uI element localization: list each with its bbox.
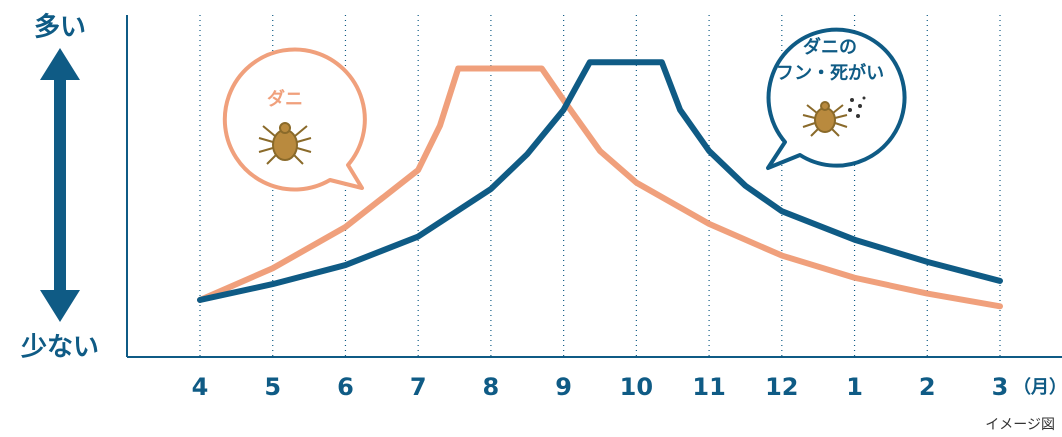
x-unit: （月） xyxy=(1013,377,1062,398)
x-tick-label: 3 xyxy=(992,373,1009,401)
x-tick-label: 7 xyxy=(410,373,427,401)
note: イメージ図 xyxy=(985,417,1055,433)
y-arrow xyxy=(40,48,80,322)
x-tick-label: 11 xyxy=(692,373,725,401)
bubble-mite xyxy=(222,47,367,192)
x-tick-label: 8 xyxy=(483,373,500,401)
x-tick-label: 9 xyxy=(555,373,572,401)
line-series xyxy=(197,59,1003,303)
x-tick-label: 2 xyxy=(919,373,936,401)
x-tick-label: 4 xyxy=(192,373,209,401)
y-label-top: 多い xyxy=(34,13,86,43)
bubble-label: フン・死がい xyxy=(776,62,884,84)
x-tick-label: 6 xyxy=(337,373,354,401)
y-label-bottom: 少ない xyxy=(20,333,99,363)
x-tick-label: 12 xyxy=(765,373,798,401)
x-tick-label: 1 xyxy=(846,373,863,401)
line-series xyxy=(197,65,1003,310)
x-tick-label: 10 xyxy=(620,373,653,401)
x-tick-label: 5 xyxy=(264,373,281,401)
bubble-label: ダニの xyxy=(803,36,857,58)
bubble-feces xyxy=(766,27,907,170)
bubble-label: ダニ xyxy=(267,88,303,110)
